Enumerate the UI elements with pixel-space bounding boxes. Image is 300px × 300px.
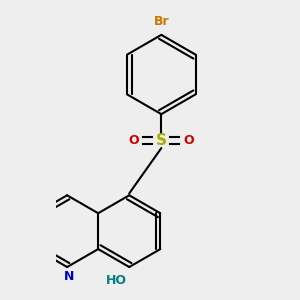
Text: N: N <box>64 270 74 283</box>
Text: O: O <box>129 134 140 147</box>
Text: O: O <box>183 134 194 147</box>
Text: S: S <box>156 133 167 148</box>
Text: HO: HO <box>106 274 127 287</box>
Text: Br: Br <box>154 15 169 28</box>
